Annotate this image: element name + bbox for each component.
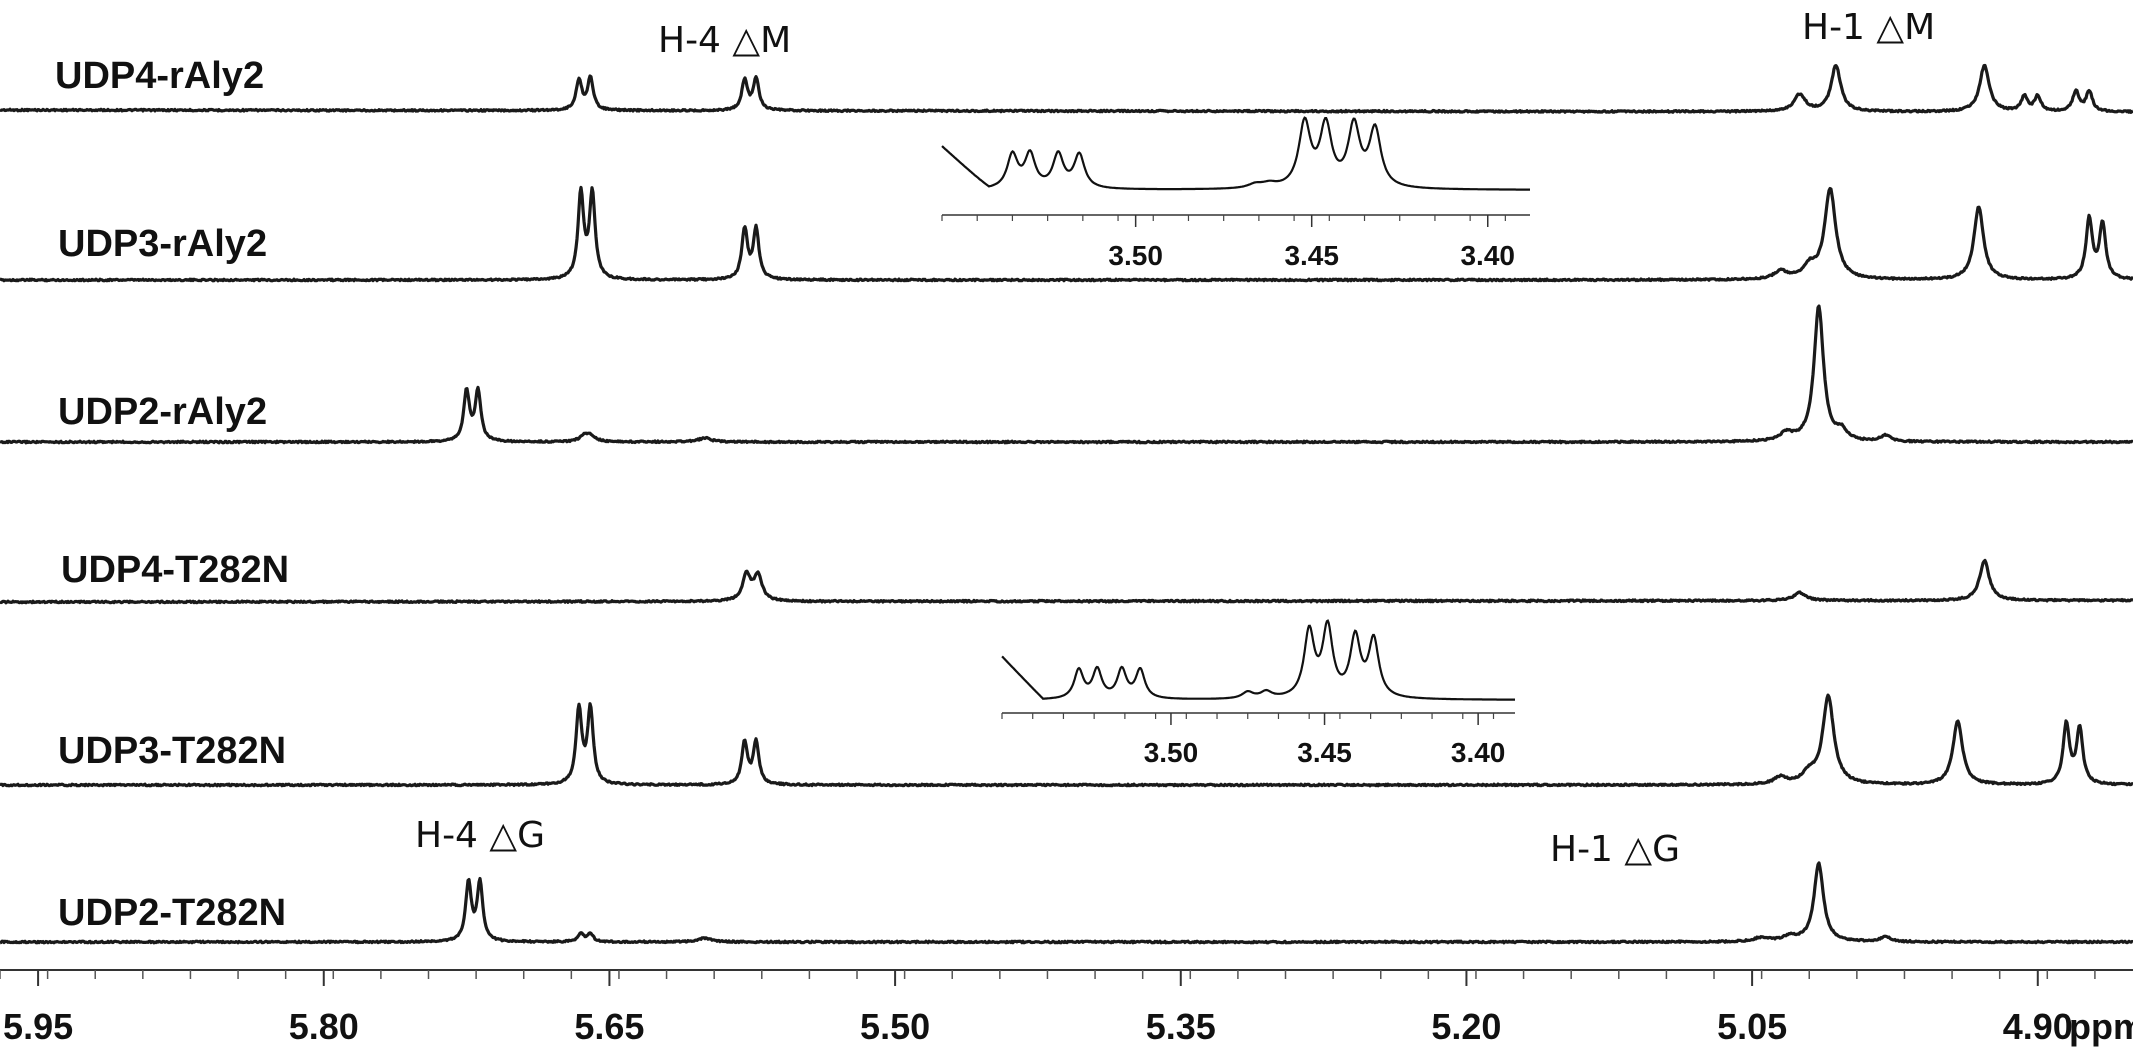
x-tick-label: 5.65 <box>574 1006 644 1047</box>
peak-annotations: H-4 △M H-1 △M H-4 △G H-1 △G <box>415 7 1935 870</box>
annotation-h4-delta-g: H-4 △G <box>415 815 545 856</box>
x-axis: 5.95 5.80 5.65 5.50 5.35 5.20 5.05 4.90 ppm <box>0 969 2133 1047</box>
spectrum-trace-udp3-t282n <box>0 693 2133 788</box>
x-tick-label: 5.35 <box>1146 1006 1216 1047</box>
x-tick-label: 5.95 <box>3 1006 73 1047</box>
inset-tick-label: 3.40 <box>1460 240 1515 271</box>
annotation-h1-delta-g: H-1 △G <box>1550 829 1680 870</box>
x-tick-label: 5.05 <box>1717 1006 1787 1047</box>
spectrum-trace-udp2-t282n <box>0 861 2133 945</box>
series-label-udp4-t282n: UDP4-T282N <box>61 549 289 591</box>
series-label-udp2-ralay2: UDP2-rAly2 <box>58 391 267 433</box>
inset-tick-label: 3.40 <box>1451 737 1506 768</box>
inset-trace-1 <box>941 116 1530 191</box>
series-label-udp3-ralay2: UDP3-rAly2 <box>58 223 267 265</box>
inset-trace-2 <box>1001 619 1515 701</box>
inset-tick-label: 3.50 <box>1108 240 1163 271</box>
series-label-udp2-t282n: UDP2-T282N <box>58 892 286 934</box>
series-label-udp3-t282n: UDP3-T282N <box>58 730 286 772</box>
inset-tick-label: 3.50 <box>1144 737 1199 768</box>
inset-tick-label: 3.45 <box>1284 240 1339 271</box>
x-axis-ticks: 5.95 5.80 5.65 5.50 5.35 5.20 5.05 4.90 <box>0 970 2096 1047</box>
annotation-h1-delta-m: H-1 △M <box>1802 7 1935 48</box>
x-tick-label: 5.50 <box>860 1006 930 1047</box>
spectrum-trace-udp2-raly2 <box>0 304 2133 445</box>
x-tick-label: 5.80 <box>289 1006 359 1047</box>
spectrum-trace-udp4-raly2 <box>0 63 2133 114</box>
x-axis-unit-label: ppm <box>2069 1006 2133 1047</box>
spectrum-trace-udp3-raly2 <box>0 185 2133 283</box>
x-tick-label: 5.20 <box>1431 1006 1501 1047</box>
inset-spectra: 3.50 3.45 3.40 3.50 3.45 3.40 <box>941 116 1530 768</box>
annotation-h4-delta-m: H-4 △M <box>658 20 791 61</box>
spectrum-traces <box>0 63 2133 945</box>
spectrum-trace-udp4-t282n <box>0 558 2133 605</box>
series-label-udp4-ralay2: UDP4-rAly2 <box>55 55 264 97</box>
x-tick-label: 4.90 <box>2003 1006 2073 1047</box>
spectrum-labels: UDP4-rAly2 UDP3-rAly2 UDP2-rAly2 UDP4-T2… <box>55 55 289 934</box>
inset-tick-label: 3.45 <box>1297 737 1352 768</box>
